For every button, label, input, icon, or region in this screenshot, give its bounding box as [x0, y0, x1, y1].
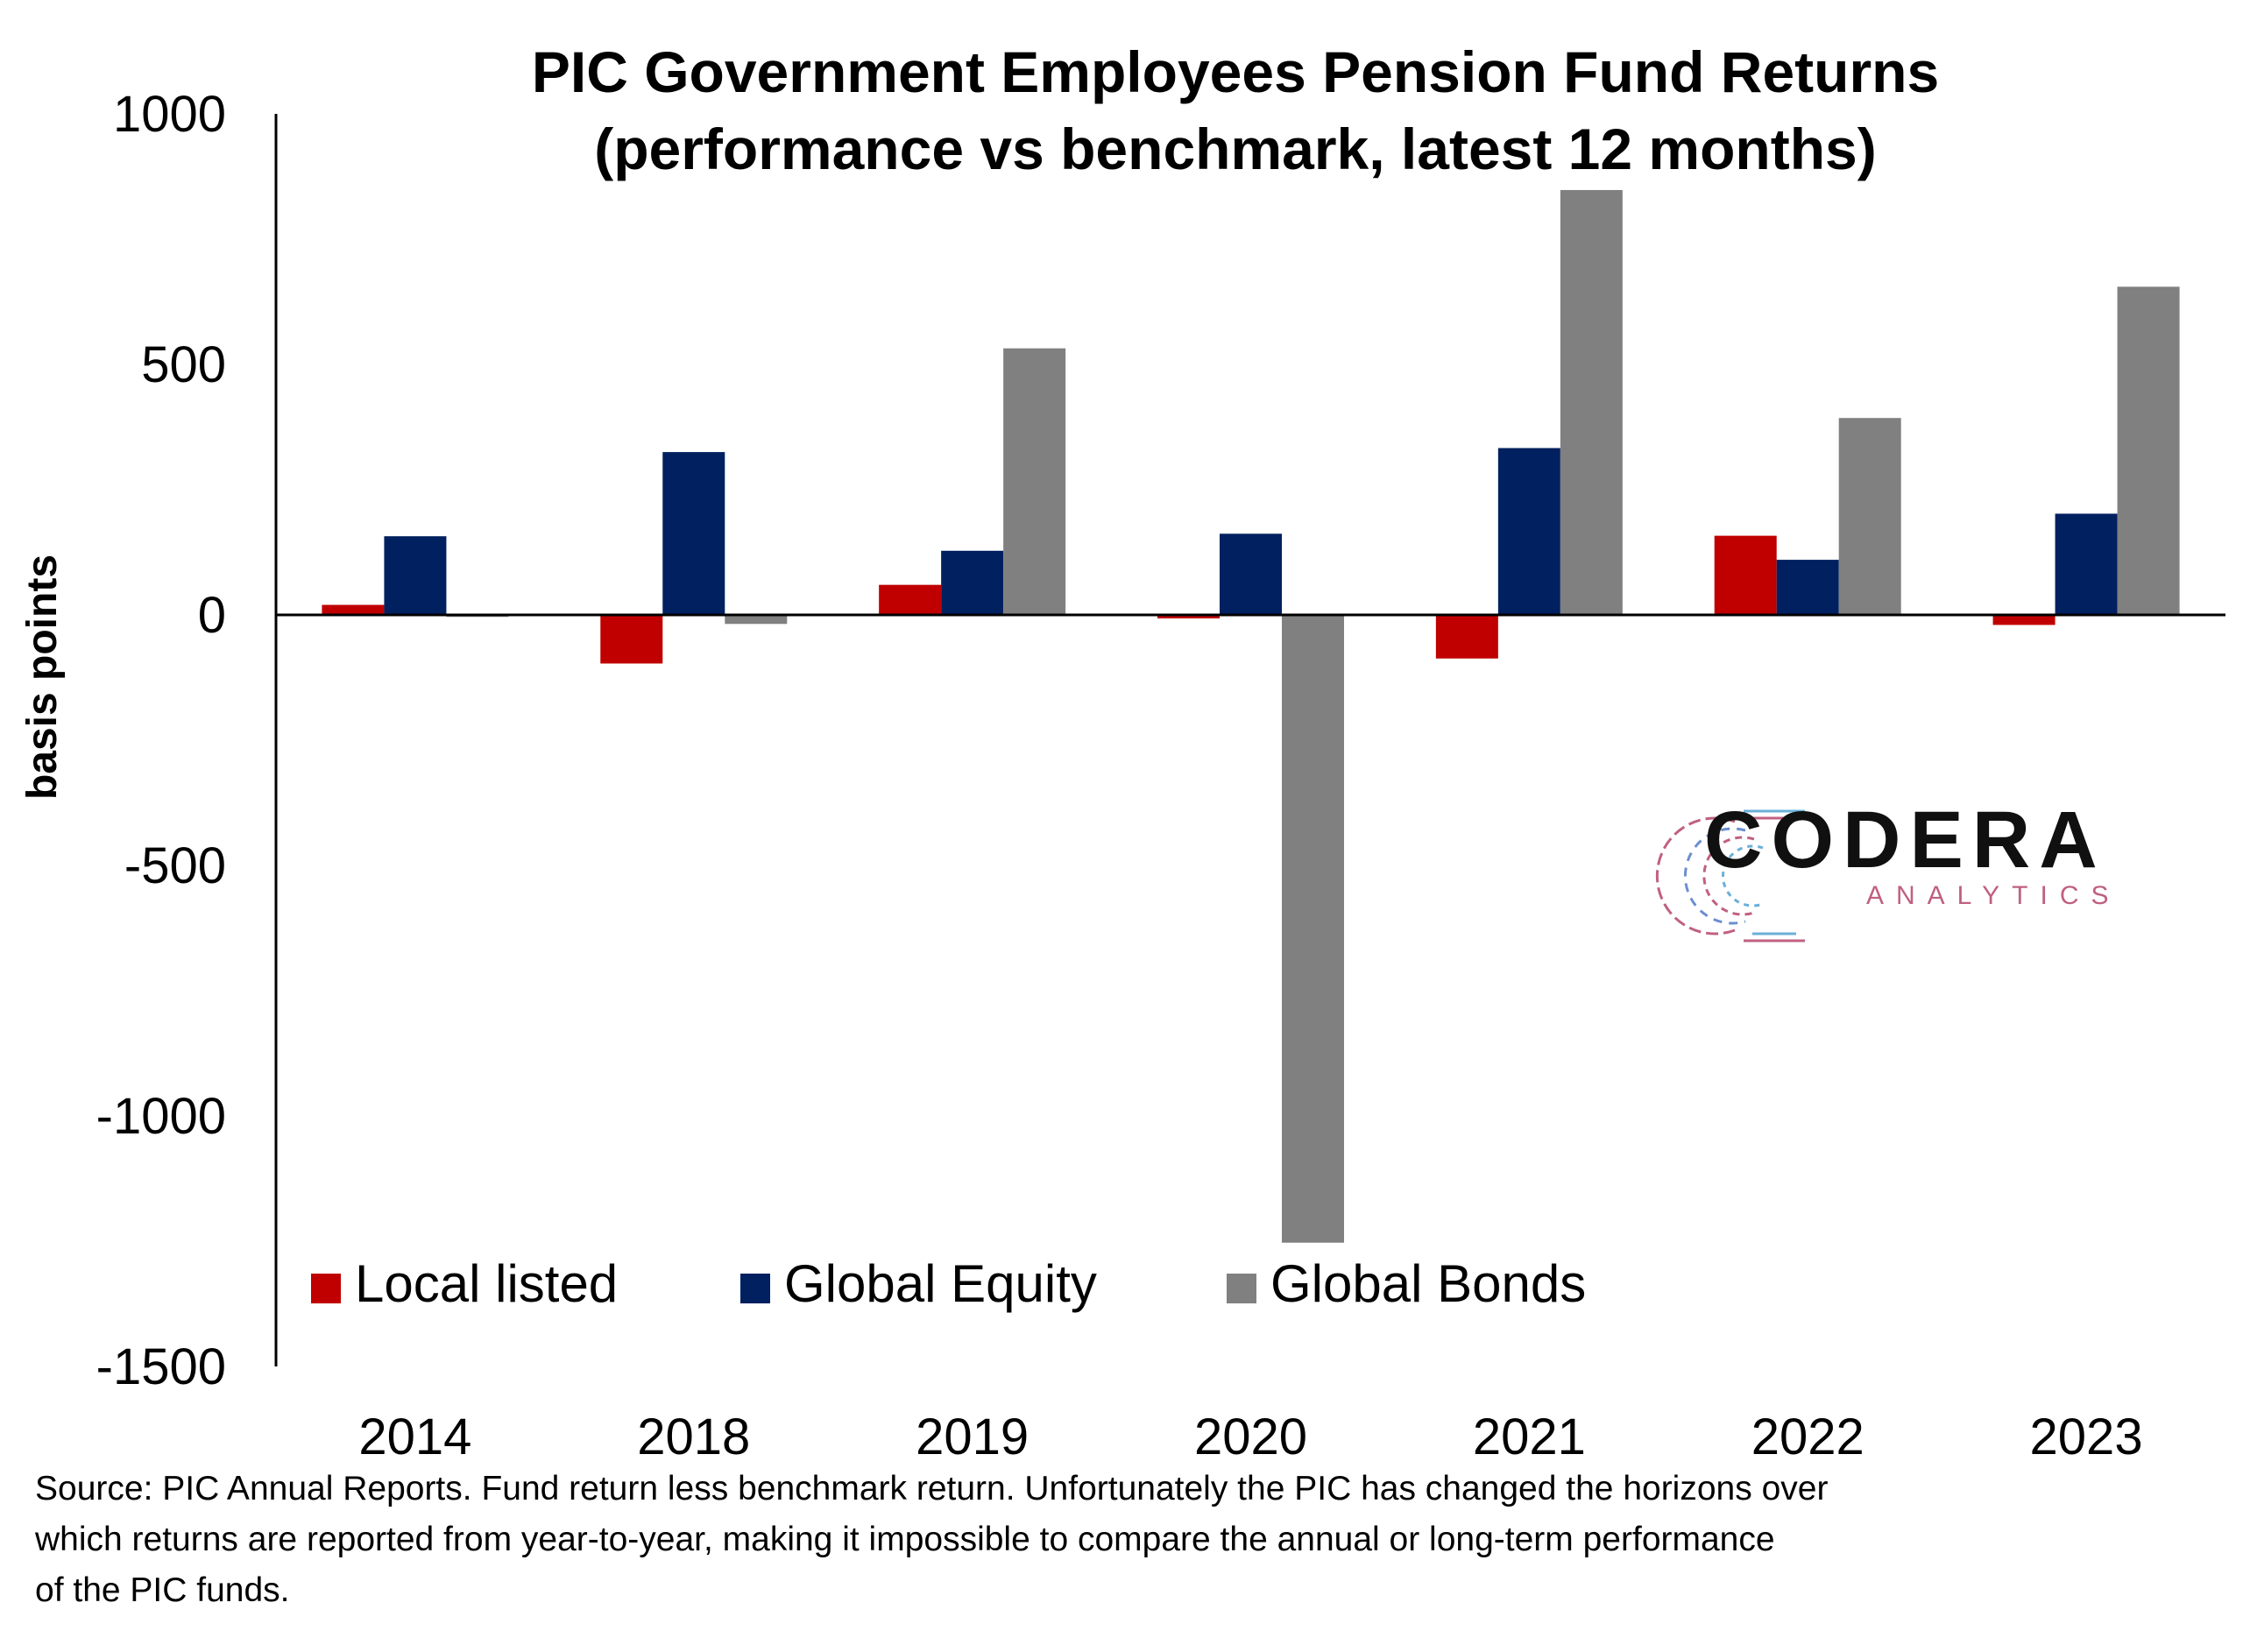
- bar-global-equity-2021: [1497, 448, 1560, 615]
- source-note: Source: PIC Annual Reports. Fund return …: [34, 1470, 1828, 1609]
- bar-global-equity-2023: [2055, 513, 2118, 615]
- legend-item: Global Equity: [740, 1254, 1097, 1313]
- logo-wordmark: CODERA: [1704, 795, 2106, 885]
- y-tick-label: -1000: [96, 1088, 226, 1145]
- bar-local-listed-2022: [1714, 535, 1777, 615]
- y-tick-label: 500: [141, 336, 226, 393]
- codera-logo: CODERA ANALYTICS: [1655, 795, 2121, 942]
- legend-label: Global Equity: [784, 1254, 1097, 1313]
- x-axis-ticks: 2014 2018 2019 2020 2021 2022 2023: [358, 1408, 2142, 1465]
- logo-subtitle: ANALYTICS: [1866, 881, 2121, 910]
- bar-global-equity-2019: [941, 550, 1004, 615]
- chart-title: PIC Government Employees Pension Fund Re…: [532, 39, 1939, 181]
- bar-local-listed-2018: [600, 615, 663, 664]
- bar-global-bonds-2019: [1003, 348, 1066, 615]
- source-line-1: Source: PIC Annual Reports. Fund return …: [35, 1470, 1828, 1507]
- x-tick-label: 2018: [637, 1408, 750, 1465]
- legend-item: Global Bonds: [1227, 1254, 1586, 1313]
- bar-local-listed-2020: [1157, 615, 1220, 619]
- bar-global-equity-2022: [1776, 560, 1839, 615]
- y-axis-label: basis points: [19, 554, 66, 800]
- y-tick-label: -500: [124, 837, 226, 894]
- bar-local-listed-2021: [1435, 615, 1498, 659]
- bar-local-listed-2023: [1992, 615, 2055, 625]
- legend-swatch: [1227, 1274, 1256, 1303]
- y-tick-label: 0: [198, 587, 226, 644]
- source-line-3: of the PIC funds.: [35, 1571, 290, 1609]
- legend-item: Local listed: [311, 1254, 618, 1313]
- bar-global-bonds-2022: [1838, 418, 1901, 615]
- bar-local-listed-2014: [322, 604, 385, 615]
- legend-label: Global Bonds: [1270, 1254, 1586, 1313]
- y-tick-label: -1500: [96, 1338, 226, 1395]
- bar-global-bonds-2021: [1560, 189, 1623, 615]
- chart-title-line-2: (performance vs benchmark, latest 12 mon…: [594, 116, 1876, 181]
- bar-global-equity-2014: [384, 536, 447, 615]
- legend-label: Local listed: [355, 1254, 618, 1313]
- bar-local-listed-2019: [879, 584, 942, 615]
- x-tick-label: 2019: [916, 1408, 1029, 1465]
- chart-title-line-1: PIC Government Employees Pension Fund Re…: [532, 39, 1939, 104]
- x-tick-label: 2023: [2030, 1408, 2143, 1465]
- legend-swatch: [311, 1274, 341, 1303]
- legend-swatch: [740, 1274, 770, 1303]
- bar-global-bonds-2018: [725, 615, 788, 625]
- bar-global-bonds-2020: [1282, 615, 1344, 1243]
- logo-mark-icon: [1655, 809, 1805, 942]
- x-tick-label: 2020: [1194, 1408, 1307, 1465]
- bar-global-equity-2020: [1220, 533, 1282, 615]
- bar-global-equity-2018: [662, 452, 725, 615]
- y-axis-ticks: 1000 500 0 -500 -1000 -1500: [96, 86, 226, 1395]
- y-tick-label: 1000: [113, 86, 226, 143]
- bar-global-bonds-2023: [2117, 286, 2180, 615]
- source-line-2: which returns are reported from year-to-…: [34, 1521, 1775, 1558]
- legend: Local listed Global Equity Global Bonds: [311, 1254, 1586, 1313]
- x-tick-label: 2014: [358, 1408, 471, 1465]
- bars-group: [322, 189, 2180, 1243]
- x-tick-label: 2022: [1751, 1408, 1864, 1465]
- x-tick-label: 2021: [1473, 1408, 1586, 1465]
